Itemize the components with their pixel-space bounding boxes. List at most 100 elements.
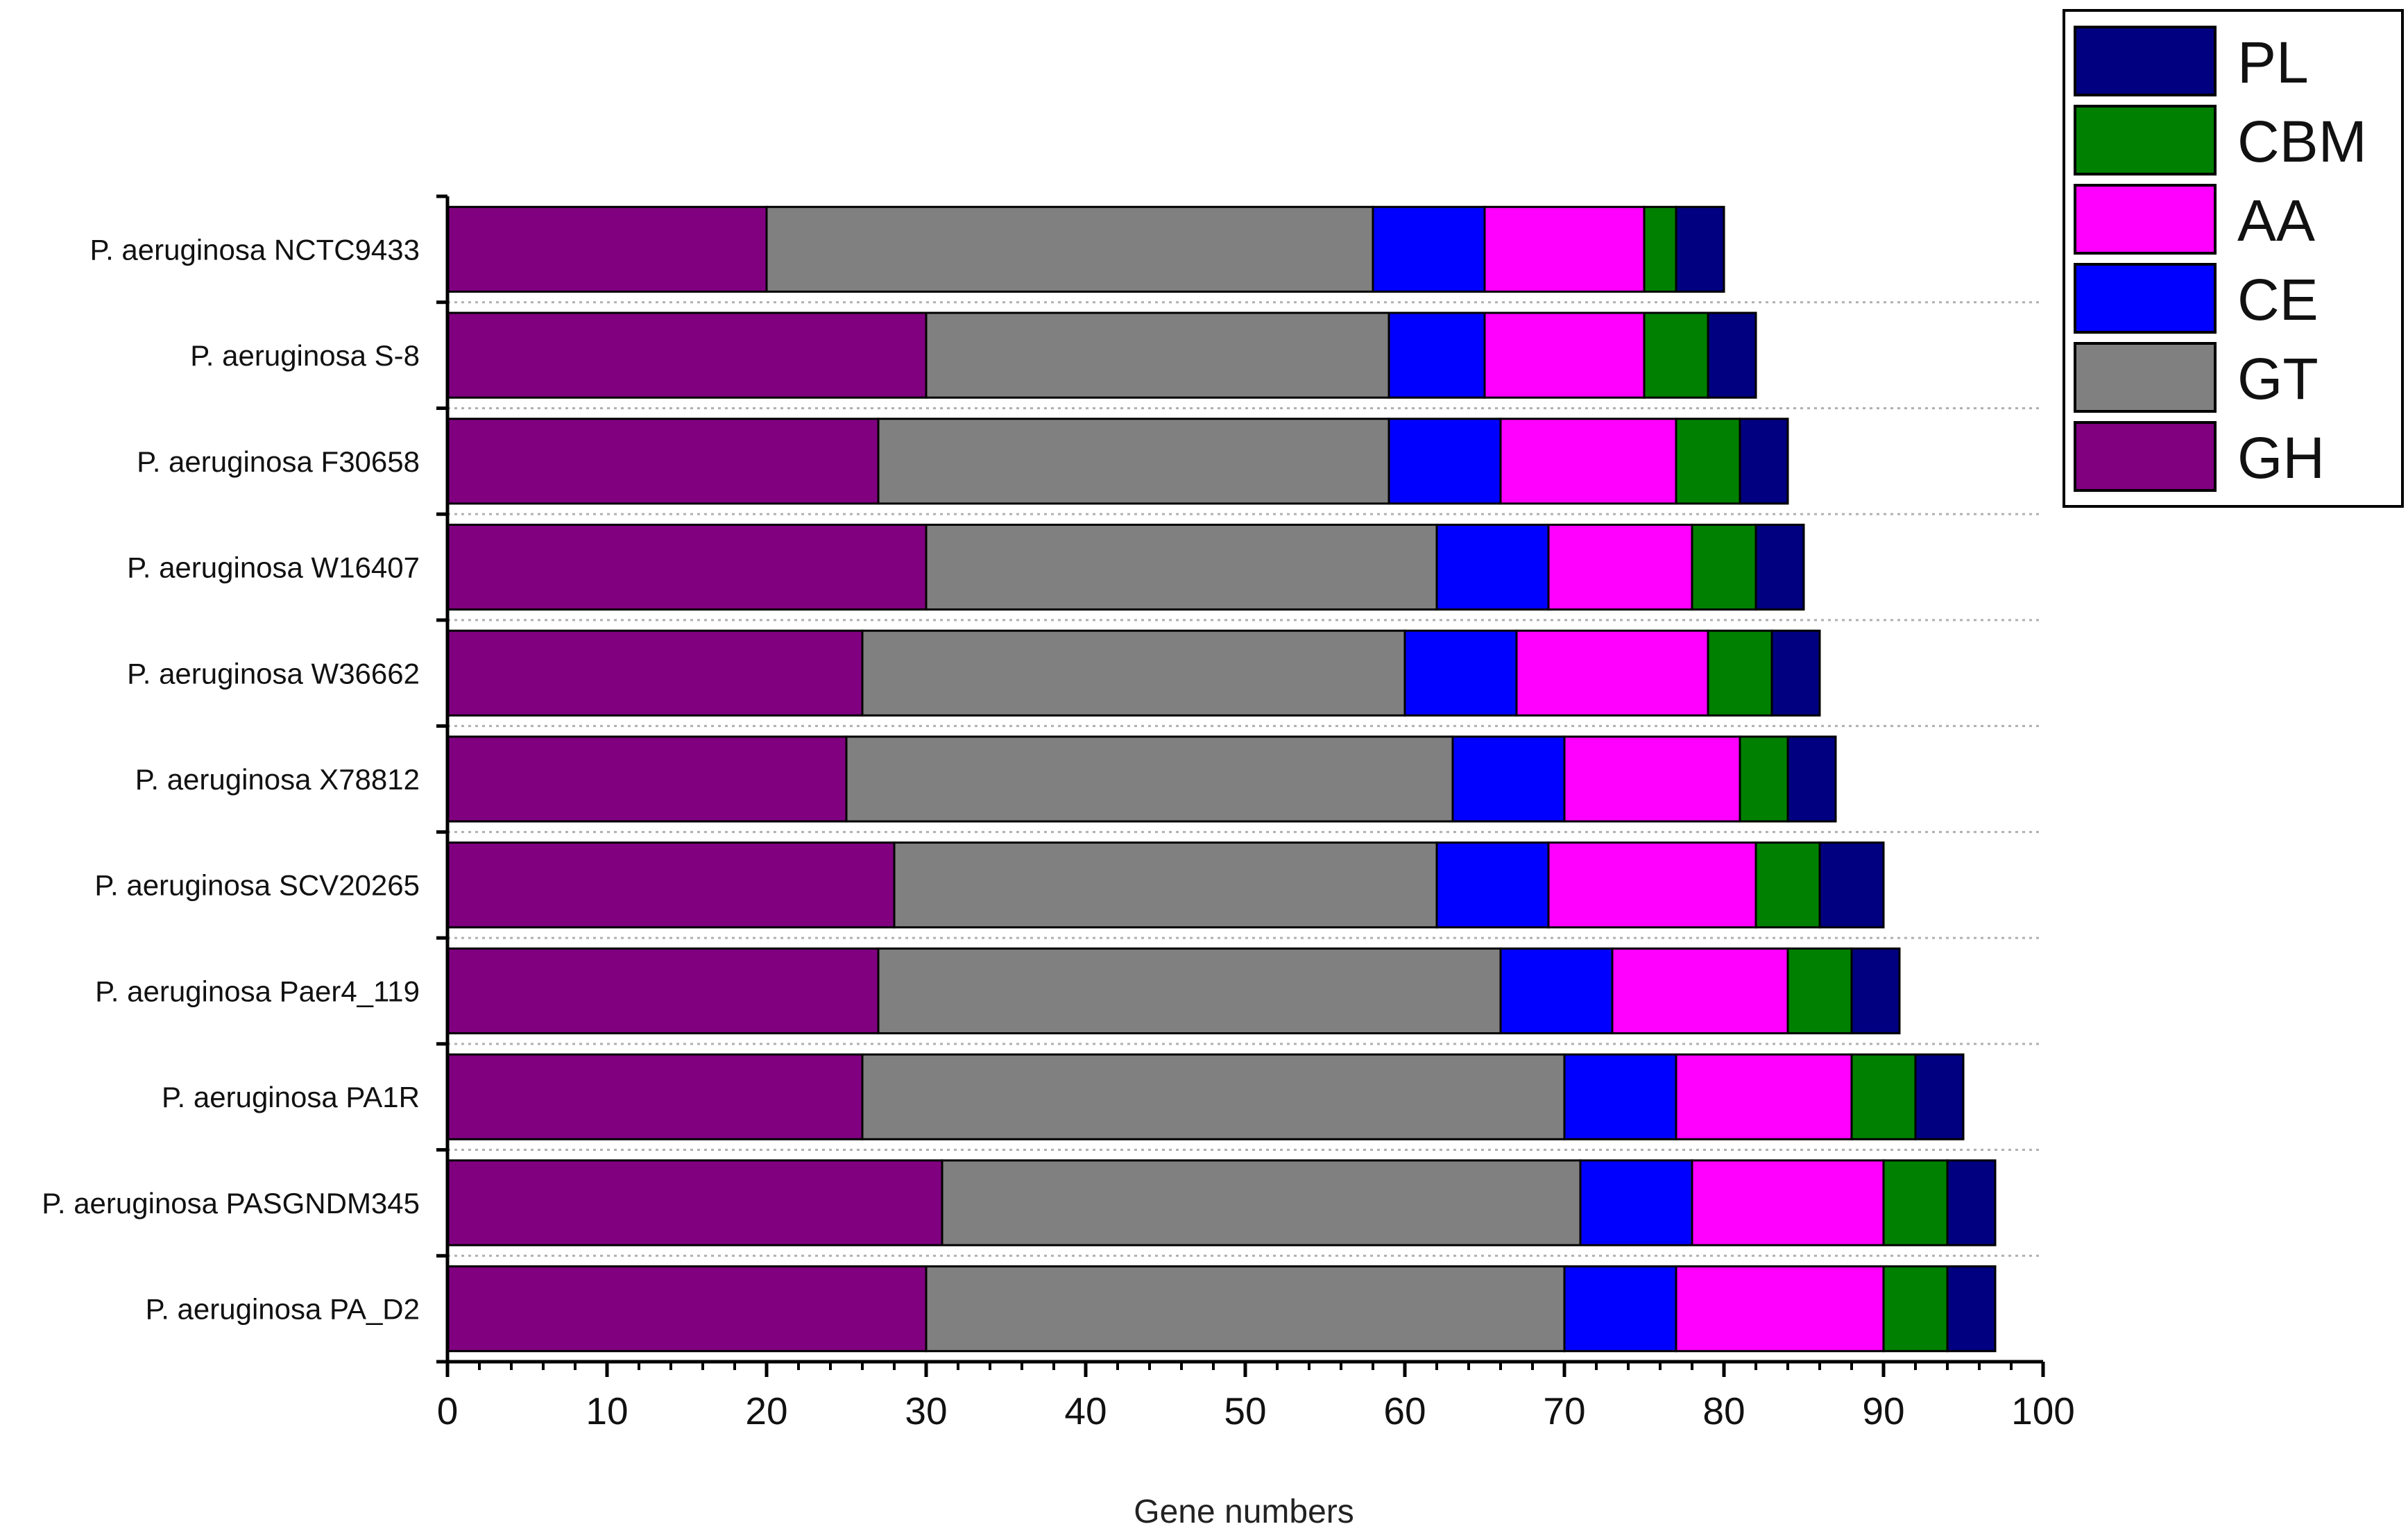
bar-segment-cbm bbox=[1675, 418, 1741, 505]
category-label: P. aeruginosa X78812 bbox=[135, 763, 420, 796]
bar-segment-cbm bbox=[1882, 1265, 1949, 1353]
bar-segment-pl bbox=[1818, 841, 1885, 929]
x-tick-label: 90 bbox=[1862, 1389, 1904, 1432]
x-tick-label: 80 bbox=[1702, 1389, 1745, 1432]
category-label: P. aeruginosa PASGNDM345 bbox=[42, 1187, 420, 1220]
legend-label: GT bbox=[2237, 346, 2319, 411]
bar-segment-pl bbox=[1675, 205, 1725, 293]
bar-segment-gh bbox=[446, 947, 880, 1035]
bars-layer bbox=[446, 205, 1997, 1353]
bar-segment-ce bbox=[1387, 311, 1486, 399]
legend-label: AA bbox=[2237, 188, 2315, 253]
category-label: P. aeruginosa PA_D2 bbox=[146, 1293, 420, 1326]
x-tick-label: 10 bbox=[586, 1389, 628, 1432]
bar-segment-gh bbox=[446, 1159, 943, 1247]
bar-segment-cbm bbox=[1707, 629, 1773, 717]
legend-swatch-pl bbox=[2074, 26, 2217, 96]
bar-segment-gt bbox=[861, 629, 1406, 717]
bar-segment-gh bbox=[446, 1053, 864, 1140]
bar-segment-cbm bbox=[1643, 205, 1677, 293]
legend-label: PL bbox=[2237, 30, 2309, 95]
bar-segment-ce bbox=[1387, 418, 1502, 505]
bar-segment-ce bbox=[1372, 205, 1486, 293]
axes-layer bbox=[436, 194, 2045, 1377]
bar-segment-gt bbox=[765, 205, 1374, 293]
bar-segment-gh bbox=[446, 418, 880, 505]
bar-segment-pl bbox=[1786, 735, 1837, 823]
bar-segment-aa bbox=[1611, 947, 1789, 1035]
bar-segment-aa bbox=[1515, 629, 1709, 717]
bar-segment-pl bbox=[1707, 311, 1757, 399]
category-label: P. aeruginosa PA1R bbox=[162, 1081, 420, 1113]
bar-segment-ce bbox=[1579, 1159, 1693, 1247]
bar-segment-aa bbox=[1547, 523, 1693, 611]
bar-segment-ce bbox=[1451, 735, 1566, 823]
bar-segment-cbm bbox=[1739, 735, 1789, 823]
bar-segment-aa bbox=[1547, 841, 1757, 929]
bar-segment-pl bbox=[1946, 1265, 1997, 1353]
bar-segment-aa bbox=[1675, 1265, 1885, 1353]
x-tick-label: 100 bbox=[2011, 1389, 2075, 1432]
bar-segment-aa bbox=[1675, 1053, 1853, 1140]
bar-segment-cbm bbox=[1850, 1053, 1917, 1140]
bar-segment-cbm bbox=[1882, 1159, 1949, 1247]
bar-segment-gt bbox=[925, 311, 1390, 399]
bar-segment-pl bbox=[1770, 629, 1821, 717]
bar-segment-aa bbox=[1563, 735, 1741, 823]
legend: PL CBM AA CE GT GH bbox=[2063, 9, 2404, 508]
bar-segment-cbm bbox=[1643, 311, 1709, 399]
x-tick-label: 0 bbox=[437, 1389, 459, 1432]
bar-segment-cbm bbox=[1691, 523, 1757, 611]
x-axis-title: Gene numbers bbox=[1134, 1494, 1354, 1530]
x-tick-label: 40 bbox=[1064, 1389, 1107, 1432]
bar-segment-aa bbox=[1483, 205, 1646, 293]
legend-label: CBM bbox=[2237, 109, 2367, 174]
bar-segment-gt bbox=[877, 947, 1502, 1035]
category-label: P. aeruginosa S-8 bbox=[190, 339, 420, 372]
bar-segment-gh bbox=[446, 311, 928, 399]
bar-segment-gh bbox=[446, 205, 768, 293]
bar-segment-pl bbox=[1850, 947, 1901, 1035]
legend-swatch-aa bbox=[2074, 184, 2217, 255]
legend-swatch-cbm bbox=[2074, 105, 2217, 176]
x-tick-label: 70 bbox=[1543, 1389, 1585, 1432]
bar-segment-ce bbox=[1435, 523, 1550, 611]
bar-segment-ce bbox=[1403, 629, 1518, 717]
bar-segment-aa bbox=[1483, 311, 1646, 399]
bar-segment-cbm bbox=[1786, 947, 1853, 1035]
grid-layer bbox=[447, 301, 2043, 1257]
bar-segment-pl bbox=[1946, 1159, 1997, 1247]
legend-swatch-ce bbox=[2074, 263, 2217, 334]
legend-label: CE bbox=[2237, 267, 2319, 332]
x-tick-label: 50 bbox=[1224, 1389, 1266, 1432]
bar-segment-ce bbox=[1435, 841, 1550, 929]
bar-segment-gt bbox=[941, 1159, 1582, 1247]
bar-segment-gt bbox=[925, 1265, 1566, 1353]
bar-segment-gh bbox=[446, 841, 896, 929]
x-tick-label: 20 bbox=[745, 1389, 787, 1432]
bar-segment-gh bbox=[446, 629, 864, 717]
bar-segment-gt bbox=[877, 418, 1390, 505]
bar-segment-gt bbox=[925, 523, 1438, 611]
category-label: P. aeruginosa W36662 bbox=[127, 657, 420, 690]
legend-swatch-gh bbox=[2074, 421, 2217, 492]
bar-segment-gt bbox=[845, 735, 1454, 823]
bar-segment-gt bbox=[893, 841, 1438, 929]
bar-segment-ce bbox=[1563, 1053, 1677, 1140]
category-label: P. aeruginosa W16407 bbox=[127, 551, 420, 584]
legend-swatch-gt bbox=[2074, 342, 2217, 413]
bar-segment-pl bbox=[1754, 523, 1805, 611]
legend-label: GH bbox=[2237, 425, 2325, 490]
bar-segment-cbm bbox=[1754, 841, 1821, 929]
bar-segment-gt bbox=[861, 1053, 1566, 1140]
bar-segment-aa bbox=[1691, 1159, 1885, 1247]
x-tick-label: 60 bbox=[1383, 1389, 1426, 1432]
bar-segment-gh bbox=[446, 523, 928, 611]
category-label: P. aeruginosa SCV20265 bbox=[94, 869, 420, 902]
x-tick-label: 30 bbox=[905, 1389, 947, 1432]
category-label: P. aeruginosa NCTC9433 bbox=[89, 233, 420, 266]
category-label: P. aeruginosa F30658 bbox=[137, 445, 420, 478]
bar-segment-ce bbox=[1499, 947, 1614, 1035]
bar-segment-pl bbox=[1739, 418, 1789, 505]
